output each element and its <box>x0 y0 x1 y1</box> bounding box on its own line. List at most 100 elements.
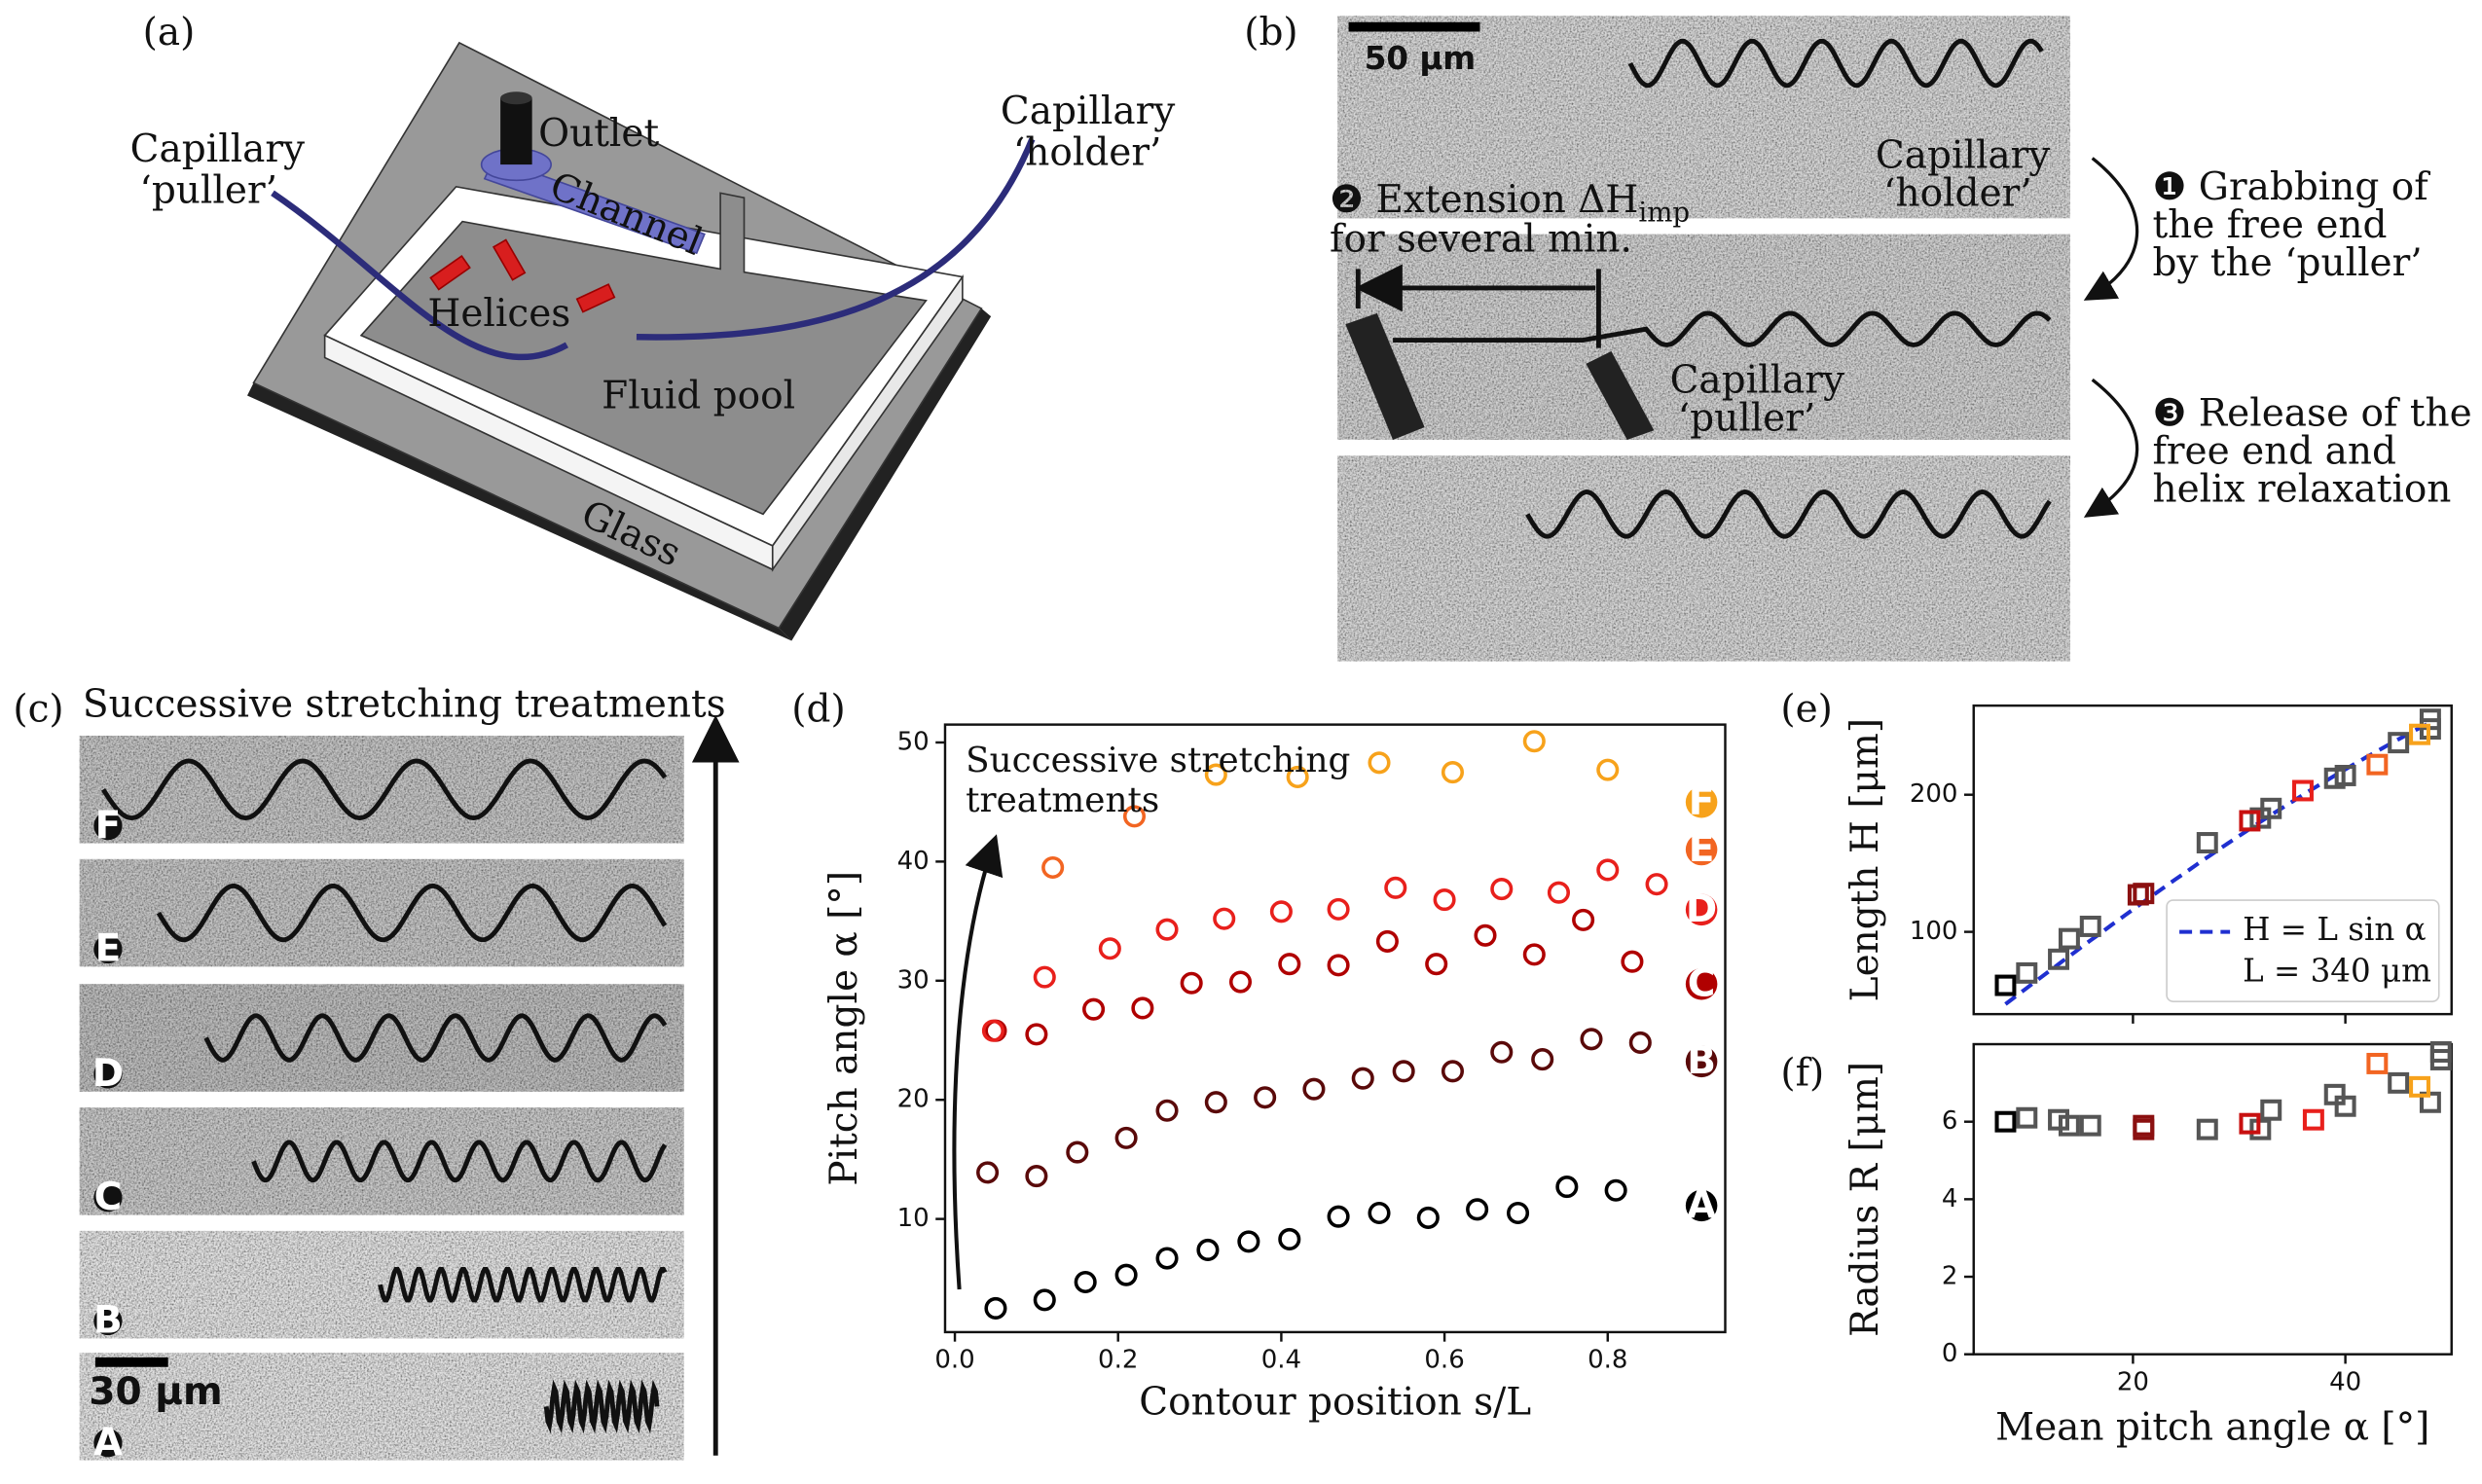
data-point <box>1490 1040 1514 1064</box>
badge-letter: B <box>93 1299 123 1343</box>
step2-sub: imp <box>1638 196 1690 228</box>
y-tick-label: 100 <box>1910 917 1958 946</box>
data-point <box>1531 1048 1554 1071</box>
data-point <box>2058 927 2080 950</box>
badge <box>1685 786 1718 818</box>
data-point <box>1368 751 1391 775</box>
helices <box>429 238 616 313</box>
y-tick-label: 20 <box>897 1085 930 1114</box>
data-point <box>1466 1198 1489 1221</box>
data-point <box>1994 1110 2017 1133</box>
data-point <box>984 1296 1007 1320</box>
x-tick-label: 20 <box>2117 1367 2149 1396</box>
legend-box <box>2166 899 2440 1002</box>
data-point <box>981 1019 1004 1042</box>
data-point <box>2196 1118 2218 1140</box>
data-point <box>1155 1099 1179 1122</box>
data-point <box>2429 1041 2452 1063</box>
data-point <box>2334 764 2356 786</box>
data-point <box>1278 1227 1301 1250</box>
data-point <box>1351 1067 1374 1090</box>
data-point <box>2260 1099 2282 1121</box>
data-point <box>1375 929 1399 953</box>
data-point <box>1425 953 1448 976</box>
annotation: treatments <box>966 780 1159 820</box>
data-point <box>1327 954 1350 977</box>
data-point <box>2388 1071 2410 1094</box>
panel-a: (a) Outlet Channel Capillary ‘puller’ Ca… <box>130 11 1175 641</box>
holder-label: ‘holder’ <box>1883 172 2032 216</box>
data-point <box>1286 765 1309 789</box>
badge-letter: F <box>1689 779 1715 823</box>
badge-letter: C <box>1688 961 1716 1005</box>
glass-edge <box>779 308 992 641</box>
wall-face <box>771 273 964 572</box>
fluid-pool <box>359 192 928 516</box>
y-tick-label: 0 <box>1942 1339 1958 1368</box>
puller-label: ‘puller’ <box>1678 396 1816 440</box>
badge <box>1685 893 1718 926</box>
panel-b: 50 μm Capillary ‘holder’ Capillary ‘pull… <box>1244 11 2472 662</box>
micrograph <box>1337 455 2070 662</box>
data-point <box>2058 1114 2080 1137</box>
micrograph <box>1337 234 2070 440</box>
panel-label: (f) <box>1780 1052 1824 1096</box>
panel-title: Successive stretching treatments <box>83 683 726 727</box>
data-point <box>2239 810 2261 832</box>
x-axis-label: Contour position s/L <box>1139 1381 1531 1425</box>
data-point <box>1074 1270 1097 1294</box>
holder-label: Capillary <box>1001 90 1175 133</box>
x-tick-label: 0.6 <box>1424 1346 1464 1375</box>
y-tick-label: 200 <box>1910 779 1958 809</box>
x-axis-label: Mean pitch angle α [°] <box>1995 1406 2429 1450</box>
data-point <box>1114 1263 1138 1286</box>
data-point <box>2196 832 2218 853</box>
badge-letter: A <box>93 1421 123 1465</box>
badge-letter: E <box>95 927 122 971</box>
data-point <box>1254 1086 1277 1109</box>
badge <box>1685 833 1718 866</box>
micrograph <box>1337 16 2070 219</box>
data-point <box>1302 1077 1326 1101</box>
data-point <box>1041 855 1065 880</box>
data-point <box>1213 907 1236 930</box>
data-point <box>2366 753 2389 776</box>
data-point <box>1522 943 1546 966</box>
data-point <box>1596 758 1620 781</box>
y-tick-label: 4 <box>1942 1184 1958 1213</box>
scale-label: 30 μm <box>89 1370 222 1414</box>
data-point <box>2388 732 2410 754</box>
data-point <box>2079 1114 2101 1137</box>
data-point <box>2016 1106 2038 1129</box>
micrograph <box>79 984 684 1092</box>
badge-letter: C <box>94 1176 123 1219</box>
data-point <box>1994 974 2017 996</box>
data-point <box>2334 1095 2356 1117</box>
data-point <box>1237 1230 1260 1253</box>
data-point <box>1025 1165 1048 1188</box>
legend-label: H = L sin α <box>2243 911 2426 948</box>
data-point <box>1490 878 1514 901</box>
x-tick-label: 40 <box>2329 1367 2361 1396</box>
helix-image <box>156 884 668 943</box>
data-point <box>1082 997 1106 1021</box>
capillary-puller <box>271 190 568 360</box>
step3-label: ❸ Release of the <box>2152 392 2471 436</box>
data-point <box>1645 873 1668 896</box>
data-point <box>1122 805 1147 828</box>
y-tick-label: 50 <box>897 727 930 756</box>
data-point <box>1555 1176 1579 1199</box>
data-point <box>2409 1075 2430 1098</box>
badge-letter: B <box>1687 1039 1716 1083</box>
helix-image <box>203 1013 668 1063</box>
data-point <box>1628 1031 1652 1055</box>
data-point <box>1474 923 1497 947</box>
x-tick-label: 0.4 <box>1261 1346 1301 1375</box>
capillary-holder <box>636 137 1036 341</box>
step2-label: for several min. <box>1330 218 1632 262</box>
data-point <box>1066 1140 1089 1164</box>
data-point <box>1098 937 1121 960</box>
step-arrow <box>2083 378 2139 518</box>
data-point <box>1433 888 1456 912</box>
